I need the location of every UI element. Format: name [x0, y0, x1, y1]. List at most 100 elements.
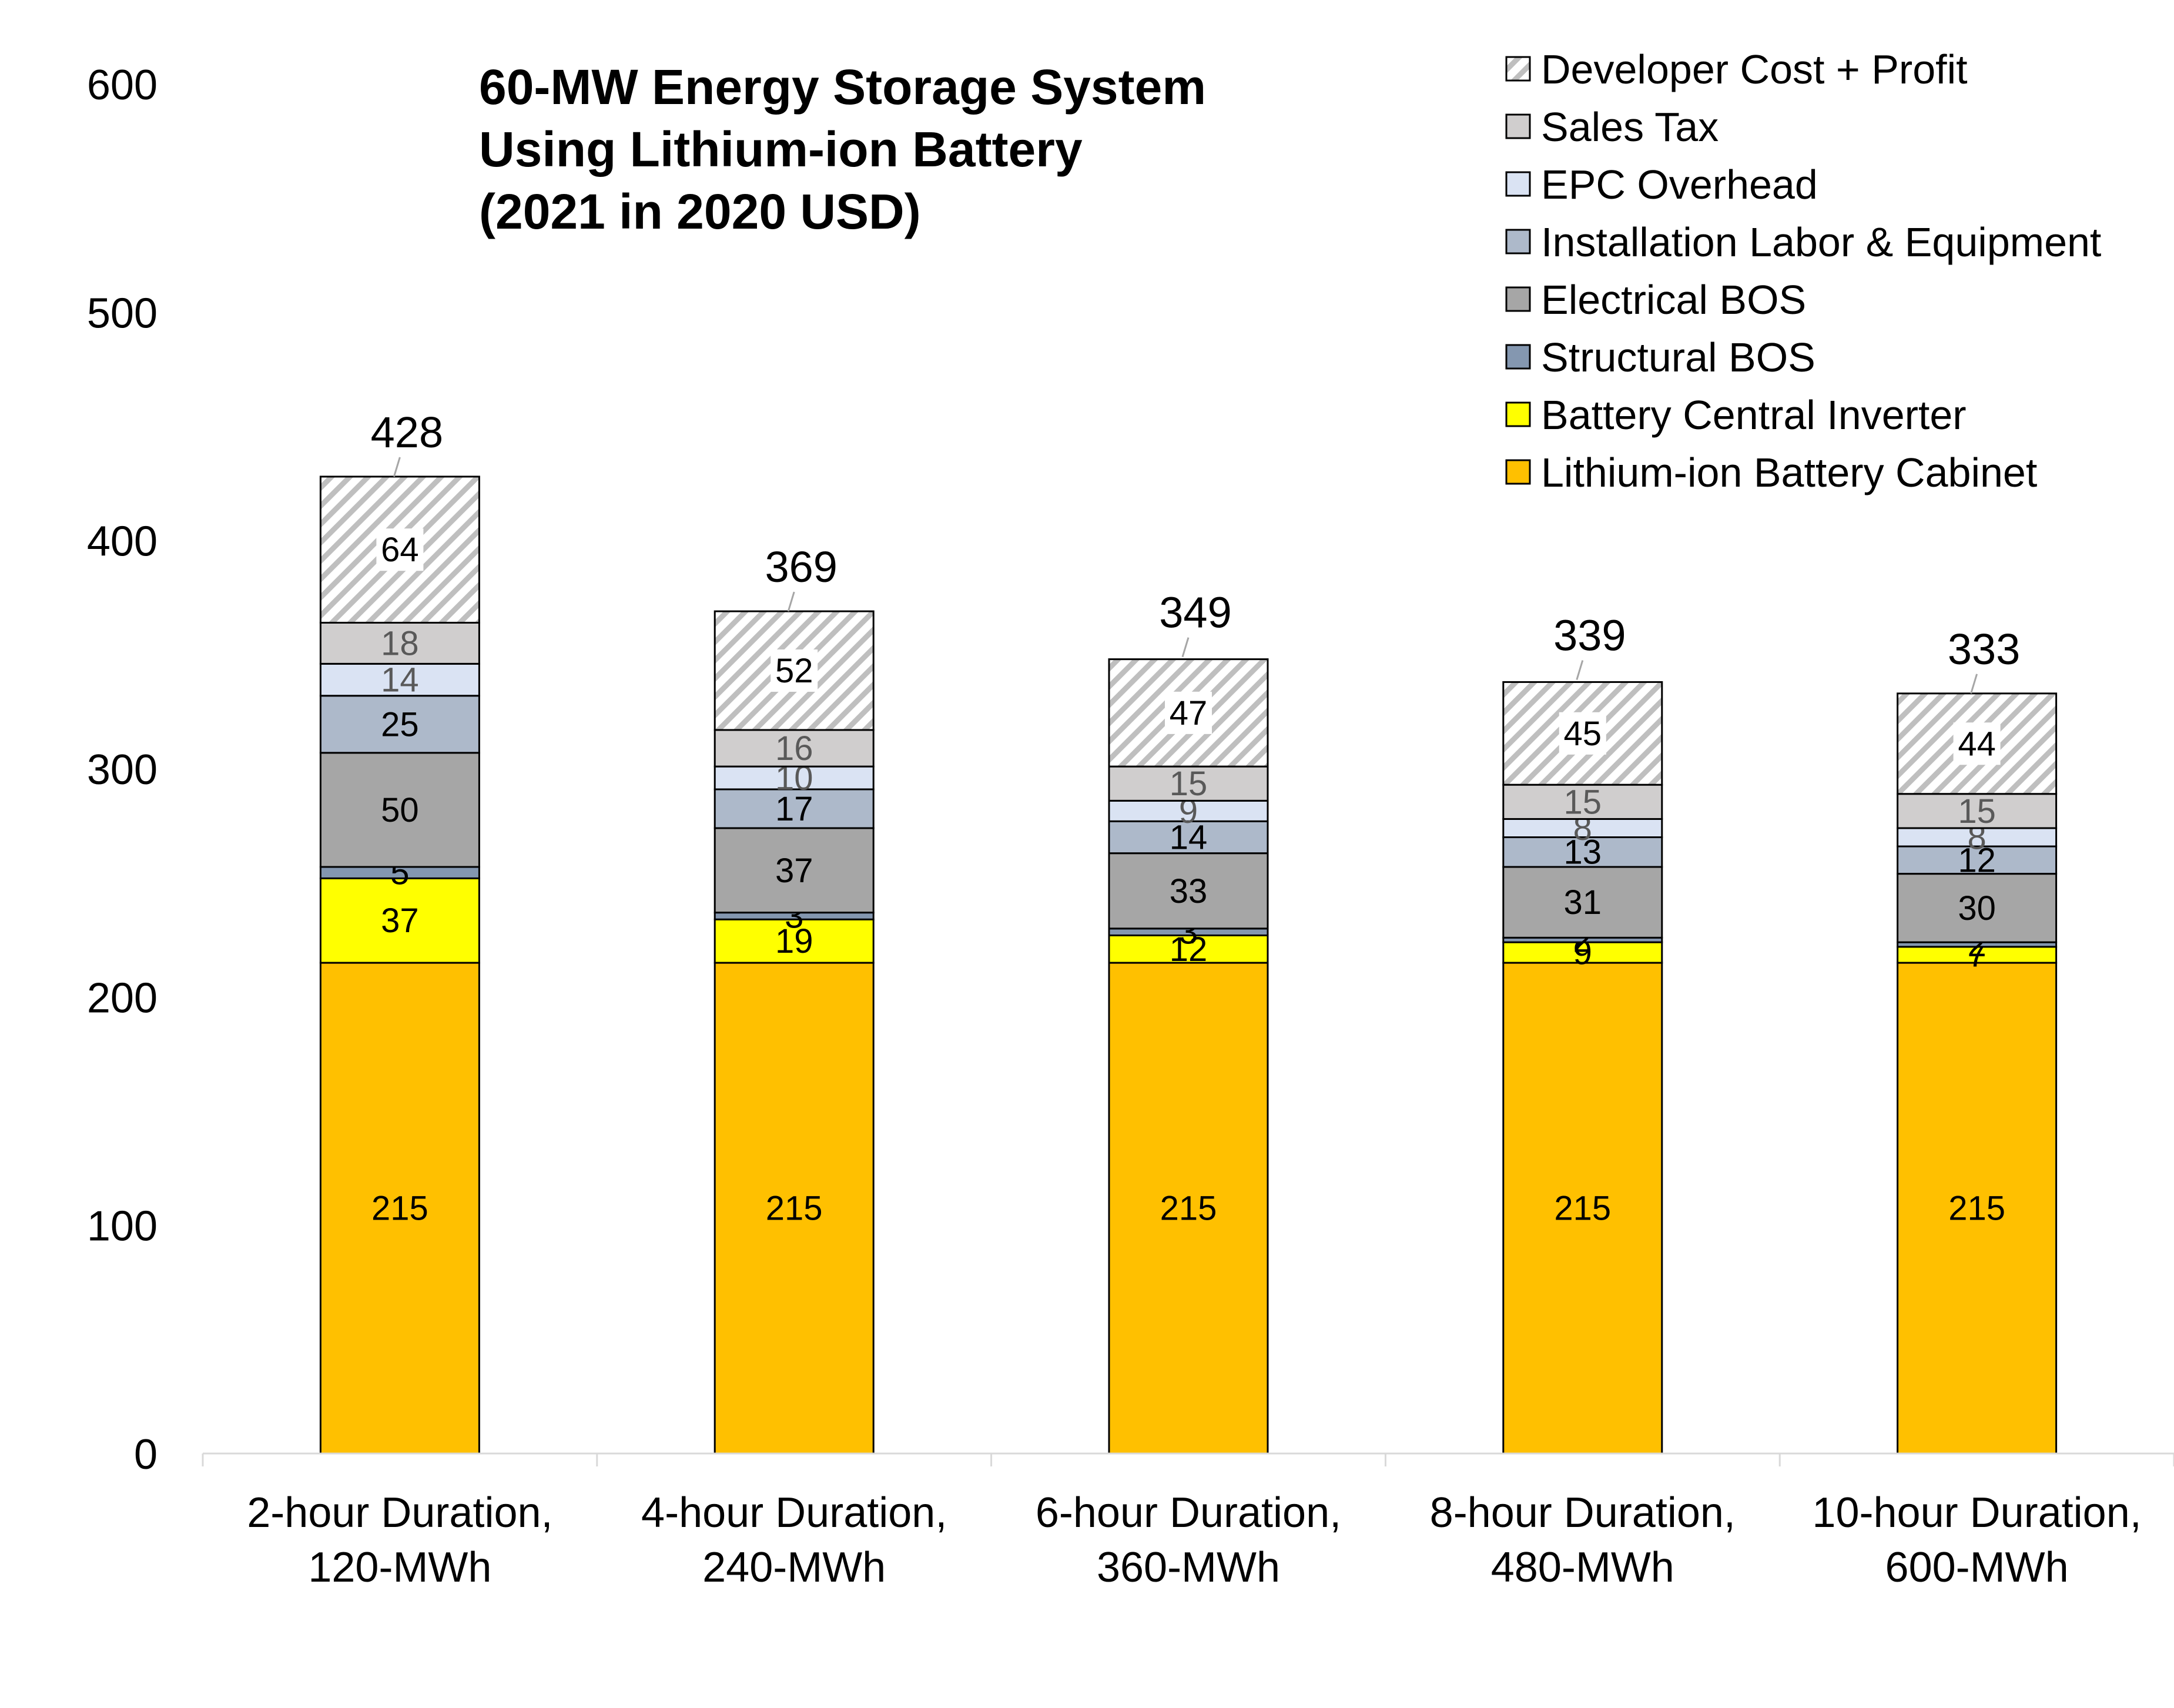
data-label-background: [771, 649, 818, 692]
bar-segment: [1502, 962, 1663, 1455]
data-label: 50: [381, 791, 419, 829]
x-category-label: 120-MWh: [308, 1544, 491, 1591]
data-label: 215: [766, 1190, 823, 1228]
data-label: 13: [1564, 833, 1602, 872]
legend-swatch: [1505, 171, 1531, 197]
bar-segment: [1108, 934, 1269, 964]
y-tick-label: 200: [87, 974, 158, 1022]
data-label: 37: [775, 852, 813, 890]
data-label-background: [1559, 712, 1606, 755]
bar-segment: [1502, 783, 1663, 820]
data-label: 215: [1160, 1190, 1217, 1228]
y-tick-label: 400: [87, 518, 158, 565]
bar-segment: [319, 752, 480, 868]
bar-segment: [713, 729, 875, 768]
total-leader-line: [1181, 637, 1190, 658]
bar-segment: [1502, 836, 1663, 868]
data-label: 17: [775, 790, 813, 828]
bar-segment: [319, 621, 480, 665]
legend-swatch: [1505, 56, 1531, 82]
legend-label: Sales Tax: [1541, 104, 1719, 150]
data-label: 37: [381, 902, 419, 940]
x-category-label: 240-MWh: [702, 1544, 886, 1591]
chart-title-line: 60-MW Energy Storage System: [479, 59, 1206, 115]
bar-segment: [1502, 866, 1663, 939]
bar-segment: [1897, 946, 2058, 964]
chart-title: 60-MW Energy Storage System Using Lithium…: [479, 59, 1206, 239]
x-category-label: 2-hour Duration,: [247, 1489, 552, 1536]
bar-segment: [1108, 852, 1269, 930]
legend: Developer Cost + Profit Sales Tax EPC Over…: [1505, 46, 2101, 495]
y-tick-label: 100: [87, 1203, 158, 1250]
legend-swatch: [1505, 229, 1531, 254]
x-category-label: 600-MWh: [1885, 1544, 2069, 1591]
legend-label: Developer Cost + Profit: [1541, 46, 1968, 92]
data-label: 215: [1948, 1190, 2005, 1228]
legend-label: EPC Overhead: [1541, 162, 1818, 207]
legend-swatch: [1505, 459, 1531, 485]
bar-segment: [1108, 962, 1269, 1455]
data-label-background: [1165, 691, 1212, 734]
bar-segment: [1108, 765, 1269, 802]
x-category-label: 360-MWh: [1097, 1544, 1280, 1591]
legend-swatch: [1505, 286, 1531, 312]
total-label: 349: [1159, 588, 1231, 637]
bar-segment: [1897, 873, 2058, 943]
data-label: 14: [381, 661, 419, 699]
bar-segment: [713, 918, 875, 964]
data-label: 15: [1170, 765, 1208, 803]
x-category-label: 10-hour Duration,: [1812, 1489, 2141, 1536]
data-label: 47: [1170, 694, 1208, 732]
data-label: 64: [381, 531, 419, 569]
data-label: 33: [1170, 872, 1208, 910]
x-category-label: 480-MWh: [1491, 1544, 1674, 1591]
x-category-label: 8-hour Duration,: [1430, 1489, 1736, 1536]
legend-swatch: [1505, 401, 1531, 427]
data-label: 215: [371, 1190, 428, 1228]
legend-swatch: [1505, 344, 1531, 370]
data-label: 15: [1564, 783, 1602, 821]
data-label: 31: [1564, 883, 1602, 922]
legend-label: Electrical BOS: [1541, 277, 1806, 323]
data-label: 16: [775, 729, 813, 768]
bar-segment: [1502, 941, 1663, 964]
chart-title-line: (2021 in 2020 USD): [479, 184, 921, 239]
y-tick-label: 300: [87, 746, 158, 793]
bars-layer: 2153755025141864428215193371710165236921…: [319, 408, 2058, 1455]
data-label: 52: [775, 652, 813, 690]
axes: 0 100 200 300 400 500 600 2-hour Duration, 120-M…: [87, 62, 2174, 1591]
total-label: 339: [1553, 611, 1626, 660]
data-label-background: [376, 528, 424, 571]
bar-segment: [319, 962, 480, 1455]
data-label: 25: [381, 705, 419, 744]
data-label: 12: [1958, 841, 1996, 879]
chart-title-line: Using Lithium-ion Battery: [479, 122, 1083, 177]
data-label: 12: [1170, 930, 1208, 969]
x-category-label: 6-hour Duration,: [1036, 1489, 1341, 1536]
total-label: 428: [371, 408, 443, 457]
bar-segment: [1897, 962, 2058, 1455]
legend-label: Structural BOS: [1541, 334, 1815, 380]
legend-label: Lithium-ion Battery Cabinet: [1541, 450, 2037, 495]
total-leader-line: [787, 591, 795, 612]
bar-segment: [319, 662, 480, 697]
bar-segment: [713, 962, 875, 1455]
data-label: 44: [1958, 725, 1996, 763]
data-label: 15: [1958, 792, 1996, 830]
data-label: 30: [1958, 889, 1996, 927]
legend-swatch: [1505, 113, 1531, 139]
data-label: 45: [1564, 715, 1602, 753]
data-label: 19: [775, 922, 813, 960]
data-label: 18: [381, 624, 419, 662]
total-label: 369: [765, 542, 837, 591]
legend-label: Installation Labor & Equipment: [1541, 219, 2101, 265]
data-label: 215: [1554, 1190, 1611, 1228]
total-leader-line: [393, 457, 401, 477]
total-label: 333: [1948, 625, 2020, 674]
x-category-label: 4-hour Duration,: [641, 1489, 947, 1536]
data-label: 14: [1170, 819, 1208, 857]
bar-segment: [1108, 799, 1269, 822]
y-tick-label: 500: [87, 290, 158, 337]
